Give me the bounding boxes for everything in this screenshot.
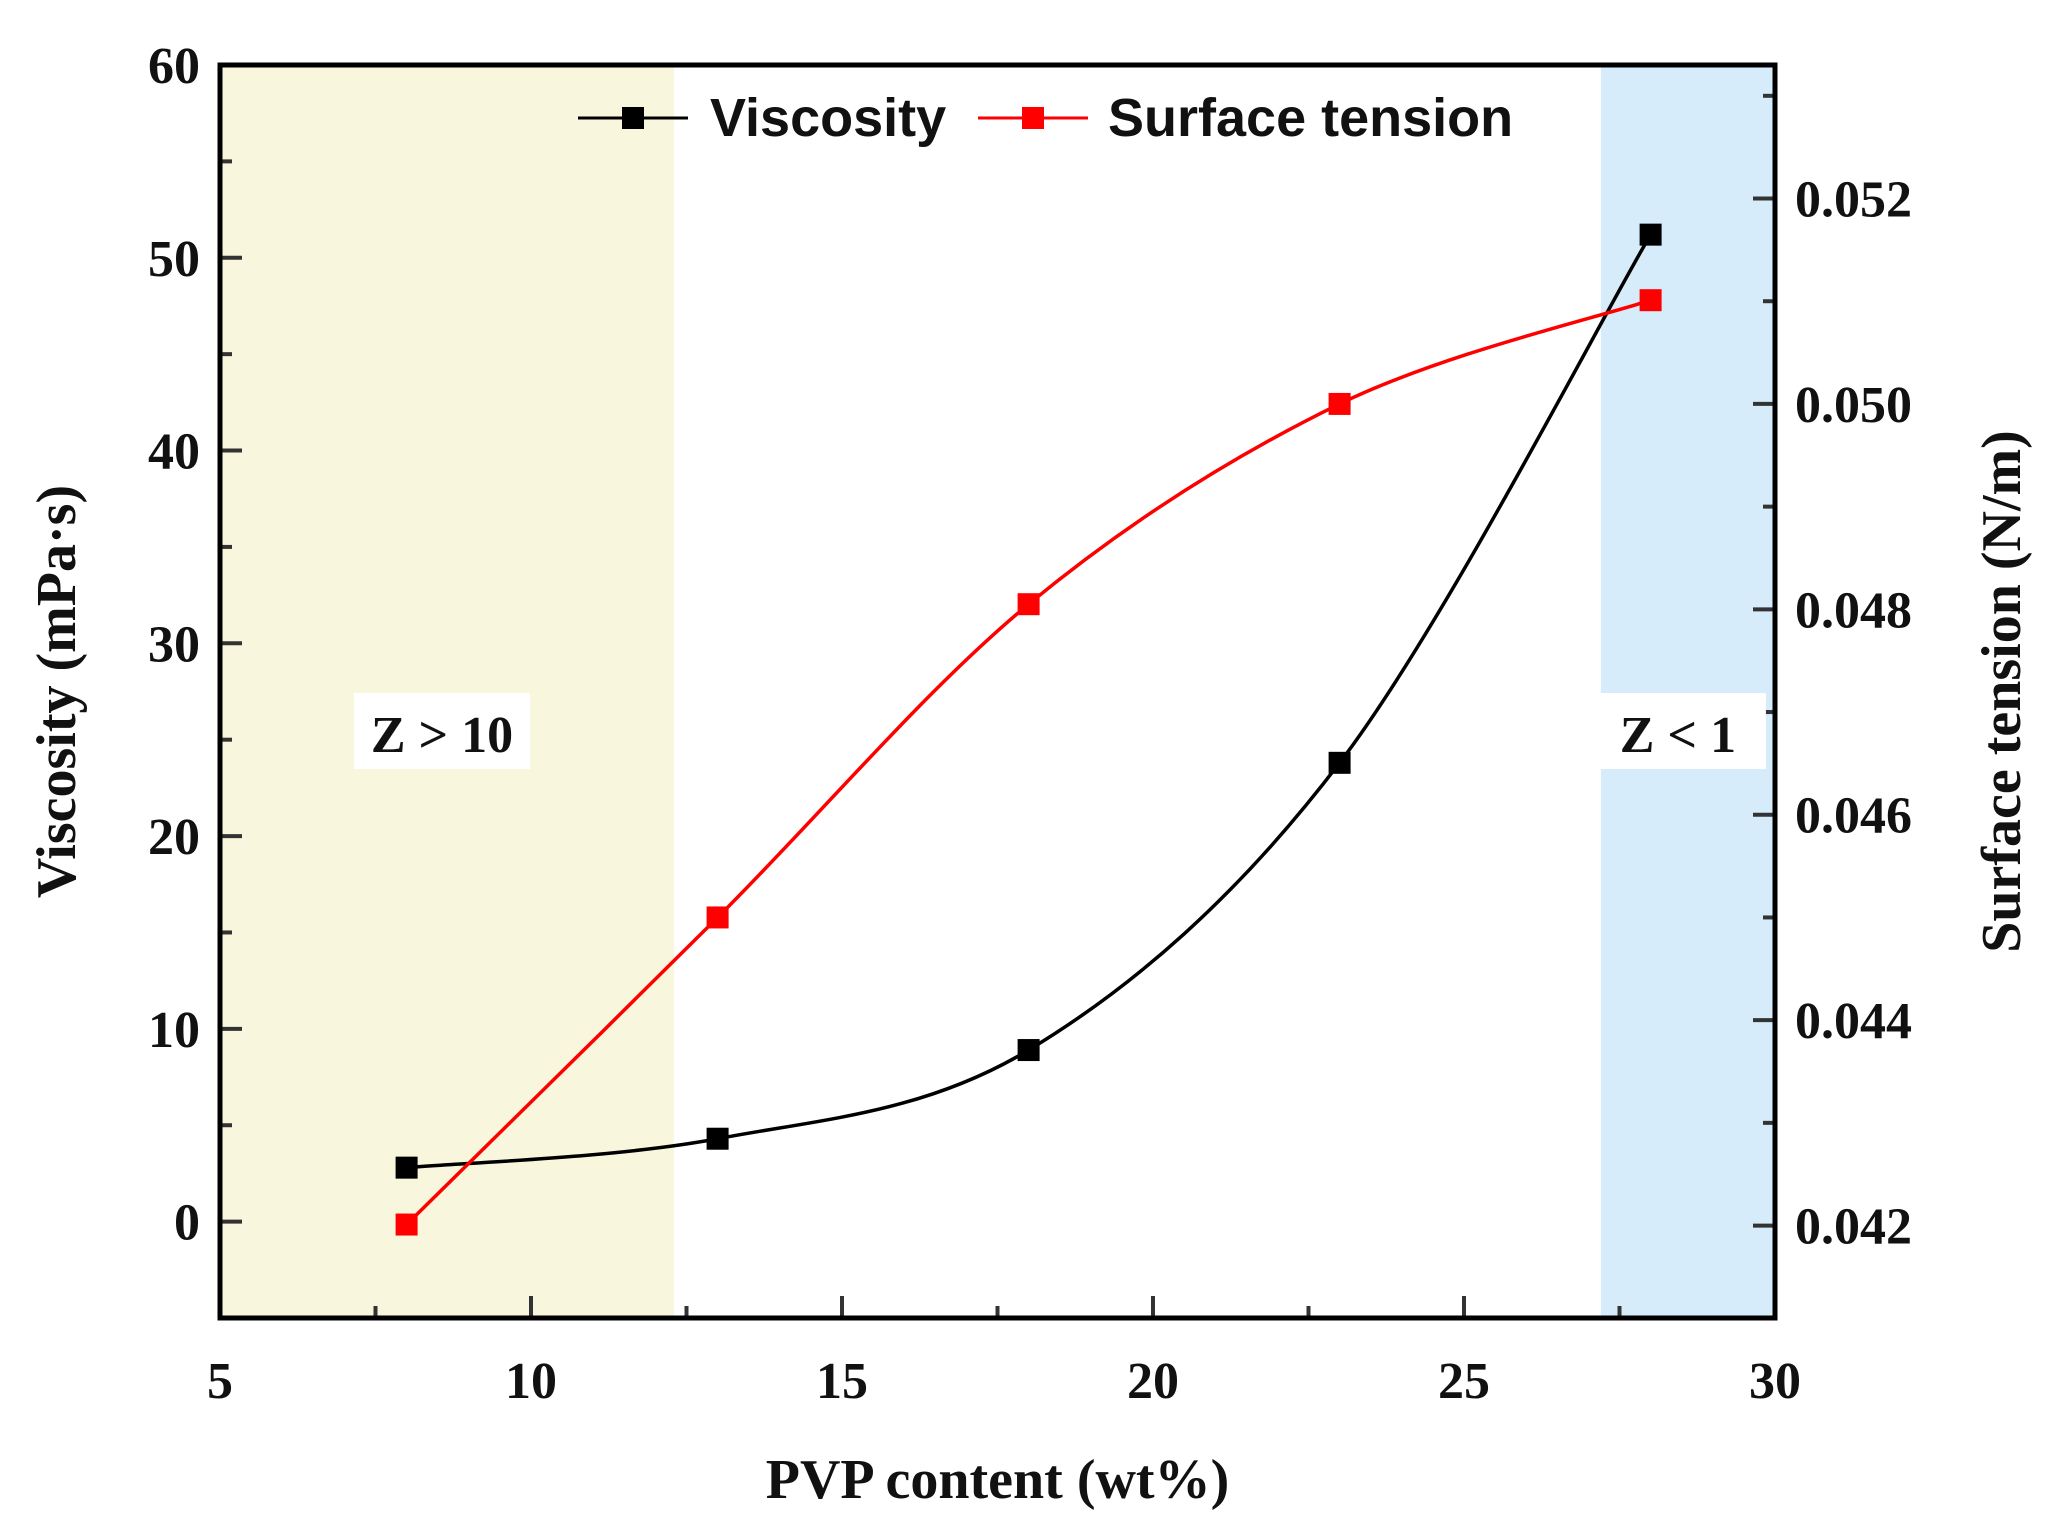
marker-surface-tension-23 bbox=[1328, 392, 1351, 415]
legend: Viscosity Surface tension bbox=[578, 88, 1513, 148]
x-axis-title: PVP content (wt%) bbox=[766, 1449, 1229, 1511]
series-line-viscosity bbox=[406, 233, 1653, 1170]
marker-viscosity-8 bbox=[395, 1156, 418, 1179]
region-0 bbox=[220, 65, 675, 1318]
marker-viscosity-23 bbox=[1328, 751, 1351, 774]
series-line-surface-tension bbox=[405, 298, 1652, 1226]
plot-frame bbox=[217, 62, 1778, 1321]
marker-viscosity-18 bbox=[1017, 1039, 1040, 1062]
y-left-tick-label: 10 bbox=[148, 1002, 200, 1059]
series-markers bbox=[395, 223, 1662, 1236]
region-1 bbox=[1600, 65, 1775, 1318]
region-label-bg-0 bbox=[354, 693, 531, 769]
x-tick-label: 30 bbox=[1749, 1353, 1801, 1410]
marker-surface-tension-28 bbox=[1639, 289, 1662, 312]
region-labels: Z > 10 Z < 1 bbox=[354, 693, 1766, 769]
y-left-axis-title: Viscosity (mPa·s) bbox=[26, 485, 88, 898]
y-right-axis-title: Surface tension (N/m) bbox=[1971, 430, 2033, 953]
y-left-tick-label: 30 bbox=[148, 616, 200, 673]
legend-label-surface-tension: Surface tension bbox=[1108, 88, 1513, 148]
marker-surface-tension-18 bbox=[1017, 593, 1040, 616]
x-tick-label: 20 bbox=[1127, 1353, 1179, 1410]
x-tick-label: 25 bbox=[1438, 1353, 1490, 1410]
marker-viscosity-28 bbox=[1639, 223, 1662, 246]
series-lines bbox=[405, 233, 1653, 1226]
y-left-tick-label: 50 bbox=[148, 231, 200, 288]
legend-marker-viscosity bbox=[622, 107, 644, 129]
y-left-tick-label: 0 bbox=[174, 1195, 200, 1252]
y-right-tick-label: 0.048 bbox=[1795, 582, 1912, 639]
marker-viscosity-13 bbox=[706, 1127, 729, 1150]
x-tick-label: 10 bbox=[505, 1353, 557, 1410]
y-right-tick-label: 0.042 bbox=[1795, 1199, 1912, 1256]
marker-surface-tension-13 bbox=[706, 906, 729, 929]
axis-tick-labels: 5 10 15 20 25 30 0 10 20 30 40 50 60 0.042 0.044 0.046 0… bbox=[148, 38, 1912, 1410]
shaded-regions bbox=[220, 65, 1775, 1318]
legend-label-viscosity: Viscosity bbox=[710, 88, 946, 148]
y-left-tick-label: 20 bbox=[148, 809, 200, 866]
region-label-1: Z < 1 bbox=[1620, 707, 1736, 764]
y-right-tick-label: 0.046 bbox=[1795, 788, 1912, 845]
region-label-0: Z > 10 bbox=[371, 707, 513, 764]
x-tick-label: 5 bbox=[207, 1353, 233, 1410]
y-right-tick-label: 0.050 bbox=[1795, 377, 1912, 434]
legend-marker-surface-tension bbox=[1022, 107, 1044, 129]
y-left-tick-label: 60 bbox=[148, 38, 200, 95]
y-left-tick-label: 40 bbox=[148, 424, 200, 481]
marker-surface-tension-8 bbox=[395, 1213, 418, 1236]
x-tick-label: 15 bbox=[816, 1353, 868, 1410]
region-label-bg-1 bbox=[1589, 693, 1766, 769]
y-right-tick-label: 0.044 bbox=[1795, 993, 1912, 1050]
y-right-tick-label: 0.052 bbox=[1795, 172, 1912, 229]
